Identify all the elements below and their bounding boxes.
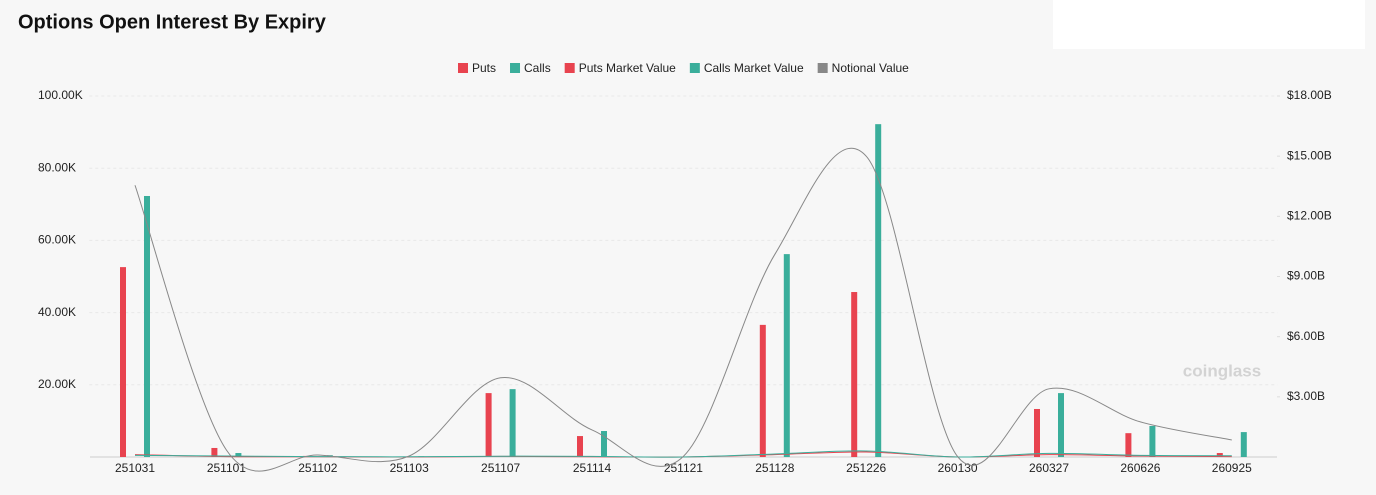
legend-swatch	[564, 63, 575, 73]
y-tick-label: 40.00K	[38, 305, 76, 319]
bar	[235, 453, 242, 457]
x-tick-label: 251102	[298, 461, 337, 475]
legend-label: Puts Market Value	[579, 61, 676, 75]
bar	[875, 124, 882, 458]
x-tick-label: 251121	[664, 461, 703, 475]
bar	[759, 324, 766, 457]
x-tick-label: 260925	[1212, 461, 1252, 475]
y2-tick-label: $12.00B	[1287, 209, 1332, 223]
bar	[144, 195, 150, 457]
x-tick-label: 251107	[481, 461, 520, 475]
watermark: coinglass	[1183, 361, 1261, 380]
x-tick-label: 251031	[115, 461, 155, 475]
bar	[1058, 393, 1064, 457]
y2-tick-label: $6.00B	[1287, 329, 1325, 343]
legend-swatch	[689, 63, 700, 73]
y2-tick-label: $18.00B	[1287, 88, 1332, 102]
x-tick-label: 260130	[938, 461, 978, 475]
line	[134, 147, 1232, 472]
bar	[1216, 453, 1223, 457]
y-tick-label: 20.00K	[38, 377, 76, 391]
bar	[120, 267, 126, 457]
chart-title: Options Open Interest By Expiry	[18, 11, 327, 33]
bar	[1034, 408, 1040, 457]
bar	[1149, 425, 1156, 457]
y-tick-label: 100.00K	[38, 88, 83, 102]
legend-swatch	[510, 63, 521, 73]
y-tick-label: 60.00K	[38, 233, 76, 247]
bar	[509, 389, 516, 457]
legend-label: Calls	[524, 61, 551, 75]
bar	[851, 292, 858, 457]
bar	[1240, 432, 1247, 457]
bar	[211, 447, 218, 457]
bar	[601, 431, 607, 457]
legend-label: Calls Market Value	[704, 61, 804, 75]
bar	[485, 393, 492, 457]
y2-tick-label: $9.00B	[1287, 269, 1325, 283]
y2-tick-label: $15.00B	[1287, 148, 1332, 162]
x-tick-label: 260626	[1120, 461, 1160, 475]
legend-label: Puts	[472, 61, 496, 75]
bar	[783, 254, 790, 457]
bar	[1125, 433, 1132, 457]
x-tick-label: 251103	[390, 461, 429, 475]
x-tick-label: 260327	[1029, 461, 1069, 475]
legend-label: Notional Value	[832, 61, 909, 75]
y2-tick-label: $3.00B	[1287, 389, 1325, 403]
blank-panel	[1053, 0, 1365, 49]
x-tick-label: 251226	[846, 461, 886, 475]
x-tick-label: 251128	[755, 461, 794, 475]
legend-swatch	[458, 63, 468, 73]
x-tick-label: 251114	[573, 461, 612, 475]
bar	[577, 436, 583, 457]
legend-swatch	[817, 63, 828, 73]
x-tick-label: 251101	[207, 461, 246, 475]
y-tick-label: 80.00K	[38, 160, 76, 174]
